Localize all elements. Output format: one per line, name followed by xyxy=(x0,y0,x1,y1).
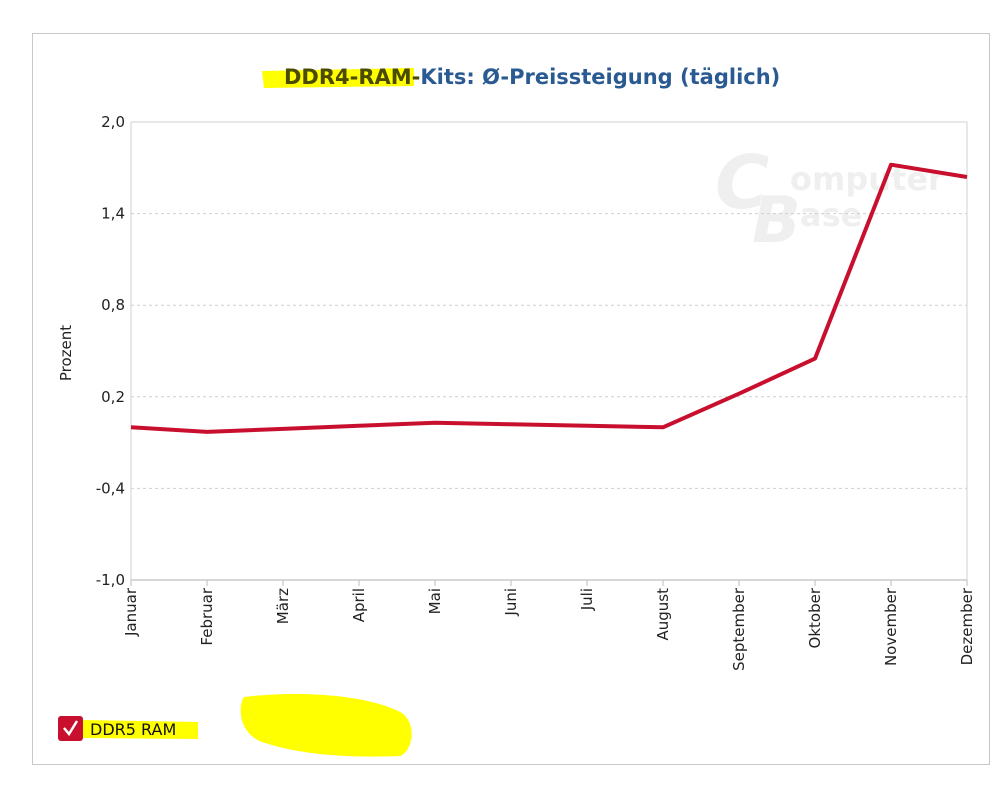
y-tick-label: -0,4 xyxy=(96,479,125,497)
x-tick-label: Juni xyxy=(502,588,520,617)
y-tick-label: 1,4 xyxy=(101,205,125,223)
cutoff-heading xyxy=(110,790,590,804)
x-tick-label: Februar xyxy=(198,587,216,645)
legend-label[interactable]: DDR5 RAM xyxy=(90,720,176,739)
x-tick-label: August xyxy=(654,588,672,641)
x-tick-label: Dezember xyxy=(958,587,976,665)
legend: DDR5 RAM xyxy=(58,693,412,757)
legend-highlight-mark xyxy=(82,720,198,739)
svg-text:DDR4-RAM-Kits: Ø-Preissteigung: DDR4-RAM-Kits: Ø-Preissteigung (täglich) xyxy=(284,65,780,89)
svg-text:ase: ase xyxy=(800,196,862,234)
y-axis-label: Prozent xyxy=(57,325,75,381)
series-line xyxy=(130,162,968,434)
y-tick-label: -1,0 xyxy=(96,571,125,589)
x-tick-label: April xyxy=(350,588,368,622)
x-tick-label: Juli xyxy=(578,588,596,611)
chart-title: DDR4-RAM-Kits: Ø-Preissteigung (täglich) xyxy=(262,65,780,89)
title-highlighted-part: DDR4-RAM- xyxy=(284,65,420,89)
svg-text:omputer: omputer xyxy=(790,160,944,198)
title-rest: Kits: Ø-Preissteigung (täglich) xyxy=(420,65,780,89)
x-tick-label: Januar xyxy=(122,587,140,637)
title-highlight-mark xyxy=(262,68,414,88)
y-tick-label: 2,0 xyxy=(101,113,125,131)
chart-frame xyxy=(32,33,990,765)
x-tick-label: Oktober xyxy=(806,587,824,648)
y-tick-label: 0,2 xyxy=(101,388,125,406)
x-tick-label: März xyxy=(274,588,292,624)
x-tick-label: November xyxy=(882,587,900,666)
x-tick-label: September xyxy=(730,587,748,671)
checkmark-icon xyxy=(63,720,79,737)
watermark: C B omputer ase xyxy=(715,140,944,258)
legend-checkbox[interactable] xyxy=(58,716,83,741)
svg-text:B: B xyxy=(752,184,801,258)
svg-text:C: C xyxy=(715,140,769,226)
x-tick-label: Mai xyxy=(426,588,444,614)
scribble-highlight xyxy=(240,693,412,757)
y-tick-label: 0,8 xyxy=(101,296,125,314)
